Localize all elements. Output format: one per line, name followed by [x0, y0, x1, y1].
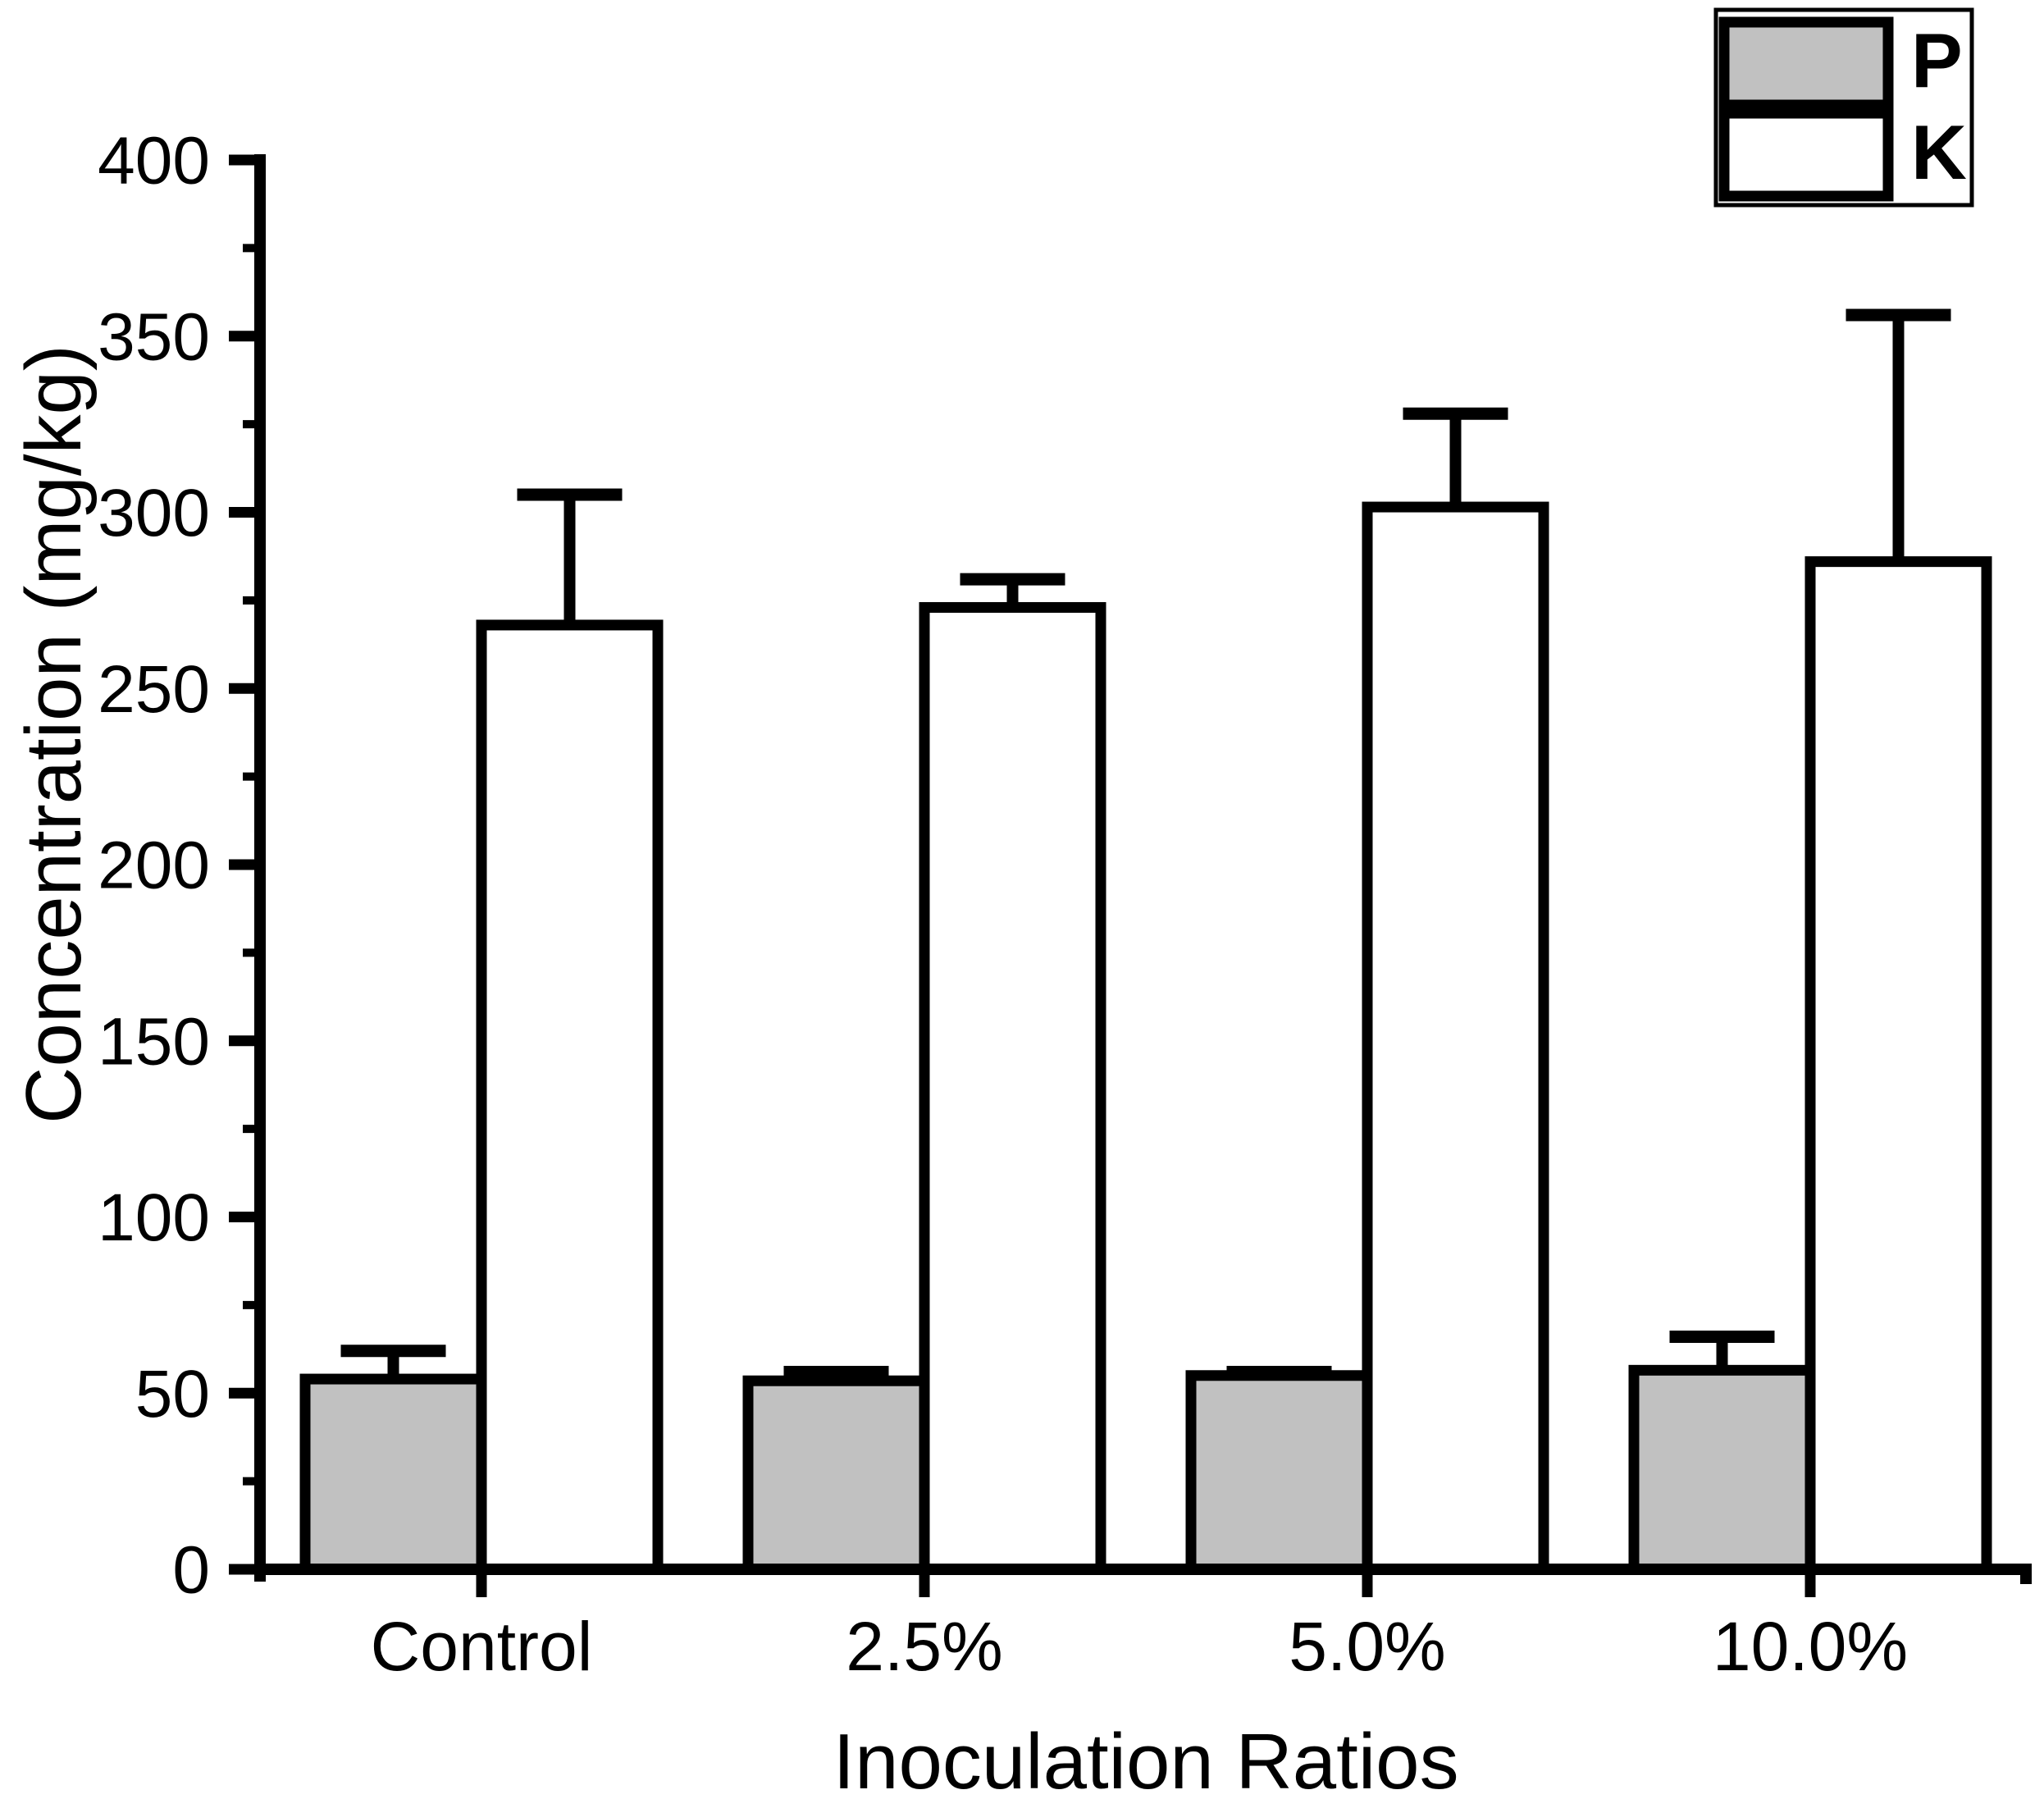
y-tick-label: 350	[98, 299, 210, 374]
y-tick-label: 400	[98, 124, 210, 199]
legend-label-K: K	[1911, 109, 1967, 195]
y-tick-label: 0	[172, 1533, 210, 1608]
bar-P-5.0%	[1185, 1370, 1373, 1575]
bar-P-2.5%	[742, 1375, 930, 1575]
legend-label-P: P	[1911, 17, 1963, 103]
bar-K-5.0%	[1362, 501, 1549, 1575]
y-axis-title: Concentration (mg/kg)	[10, 345, 98, 1124]
y-tick-label: 100	[98, 1180, 210, 1255]
y-tick-label: 150	[98, 1004, 210, 1079]
y-tick-label: 200	[98, 829, 210, 903]
x-tick-label: 2.5%	[846, 1608, 1002, 1685]
bar-K-10.0%	[1804, 556, 1992, 1575]
y-tick-label: 50	[135, 1357, 210, 1431]
x-tick-label: 10.0%	[1713, 1608, 1908, 1685]
bar-P-Control	[299, 1373, 487, 1575]
y-tick-label: 250	[98, 652, 210, 727]
x-axis-title: Inoculation Ratios	[833, 1718, 1458, 1799]
bar-P-10.0%	[1628, 1364, 1816, 1575]
legend-swatch-K	[1718, 107, 1894, 202]
x-tick-label: 5.0%	[1289, 1608, 1445, 1685]
x-tick-label: Control	[371, 1608, 593, 1685]
bar-K-2.5%	[919, 601, 1106, 1575]
y-tick-label: 300	[98, 476, 210, 550]
legend-swatch-P	[1718, 16, 1894, 111]
bar-K-Control	[476, 619, 664, 1575]
